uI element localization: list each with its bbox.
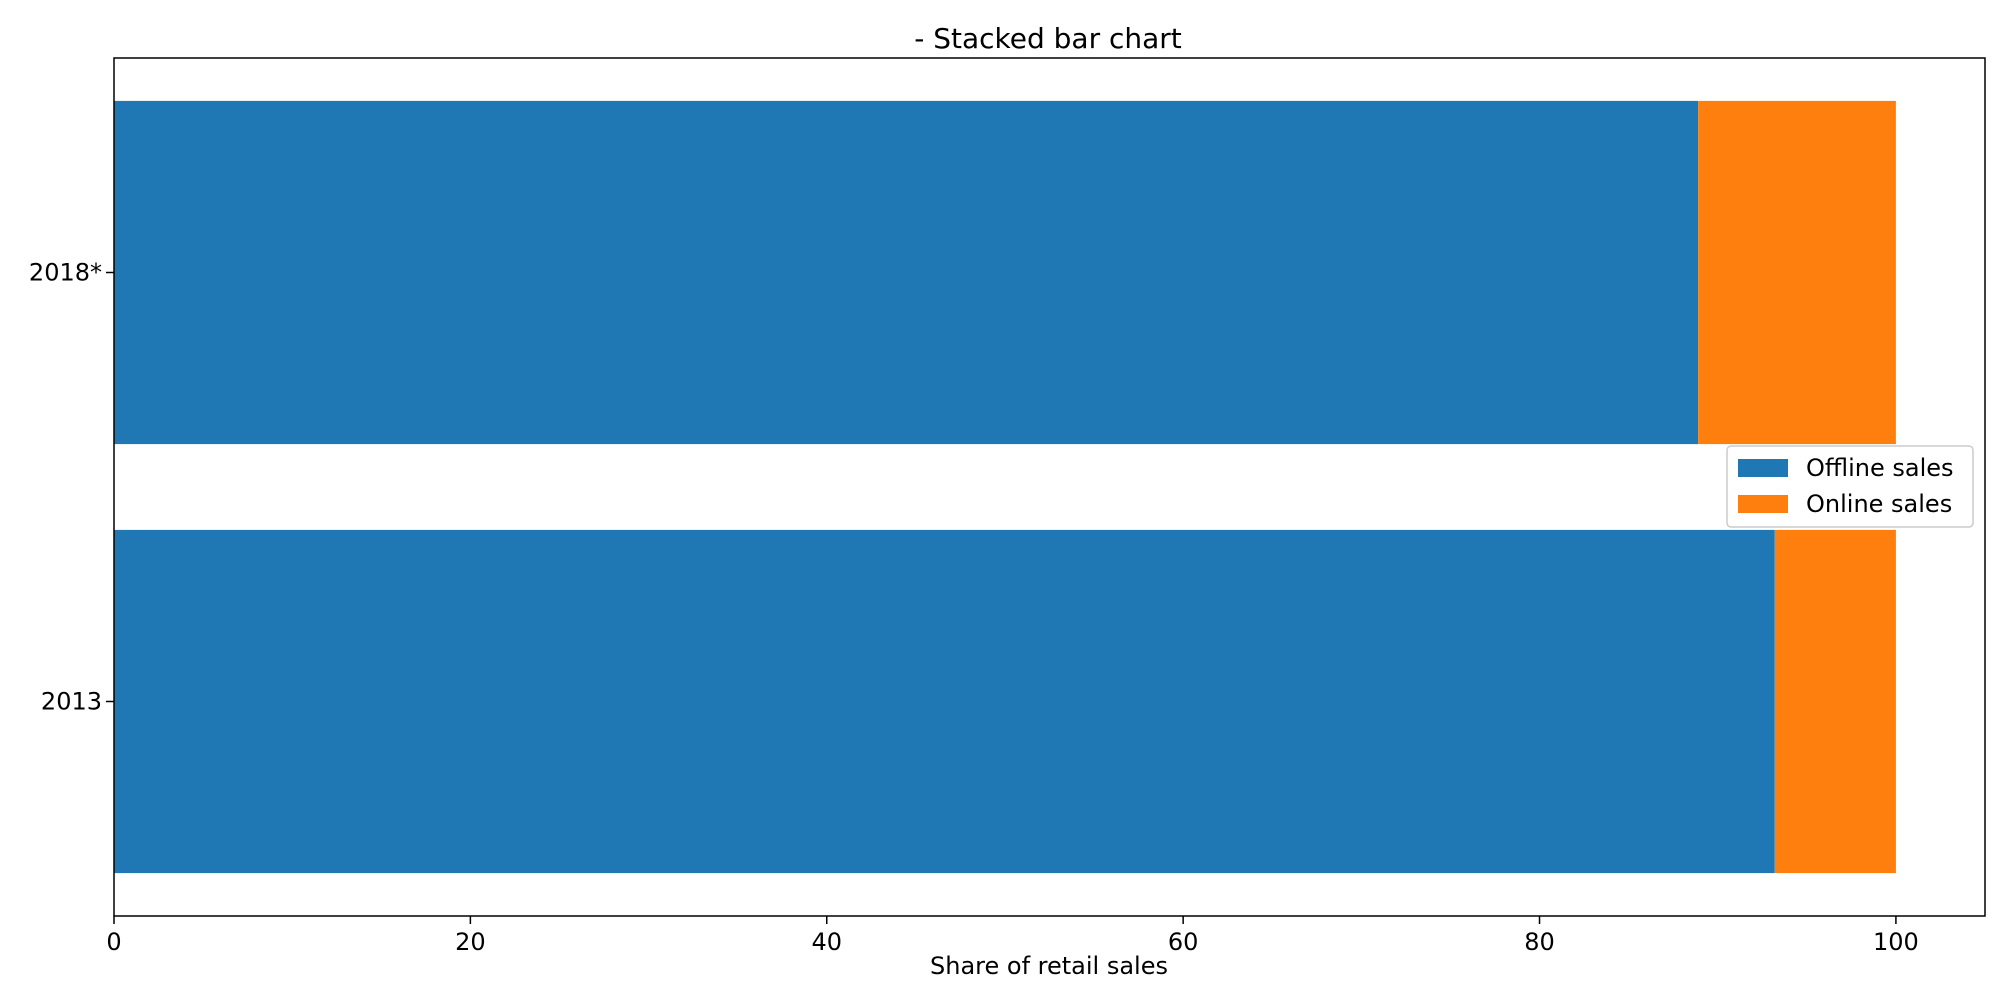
chart-title: - Stacked bar chart	[914, 22, 1182, 55]
x-tick-label: 0	[106, 928, 121, 956]
bar-2013-series-1	[1774, 529, 1896, 874]
x-axis-label: Share of retail sales	[930, 952, 1168, 980]
legend-box	[1726, 445, 1974, 528]
x-tick-label: 100	[1873, 928, 1919, 956]
x-tick-label: 40	[811, 928, 842, 956]
legend: Offline sales Online sales	[1726, 445, 1974, 528]
legend-swatch-0	[1738, 459, 1788, 477]
x-tick-label: 20	[455, 928, 486, 956]
plot-frame	[113, 57, 1986, 917]
bars-group	[114, 100, 1896, 874]
bar-2018-series-1	[1698, 100, 1896, 445]
bar-2013-series-0	[114, 529, 1775, 874]
y-axis: 2013 2018*	[29, 259, 114, 716]
y-tick-label: 2013	[41, 688, 102, 716]
x-tick-label: 80	[1524, 928, 1555, 956]
x-axis: 0 20 40 60 80 100	[106, 916, 1919, 956]
bar-2018-series-0	[114, 100, 1699, 445]
legend-items: Offline sales Online sales	[1738, 454, 1954, 518]
x-tick-label: 60	[1168, 928, 1199, 956]
legend-label-0: Offline sales	[1806, 454, 1954, 482]
y-tick-label: 2018*	[29, 259, 102, 287]
legend-label-1: Online sales	[1806, 490, 1952, 518]
legend-swatch-1	[1738, 495, 1788, 513]
